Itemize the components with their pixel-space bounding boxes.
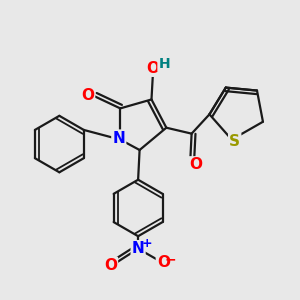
- Text: +: +: [142, 237, 152, 250]
- Text: O: O: [146, 61, 160, 76]
- Text: O: O: [157, 255, 170, 270]
- Text: O: O: [189, 158, 202, 172]
- Text: N: N: [132, 241, 145, 256]
- Text: S: S: [229, 134, 240, 148]
- Text: O: O: [104, 258, 117, 273]
- Text: O: O: [81, 88, 94, 103]
- Text: N: N: [112, 130, 125, 146]
- Text: −: −: [165, 252, 177, 266]
- Text: H: H: [158, 57, 170, 71]
